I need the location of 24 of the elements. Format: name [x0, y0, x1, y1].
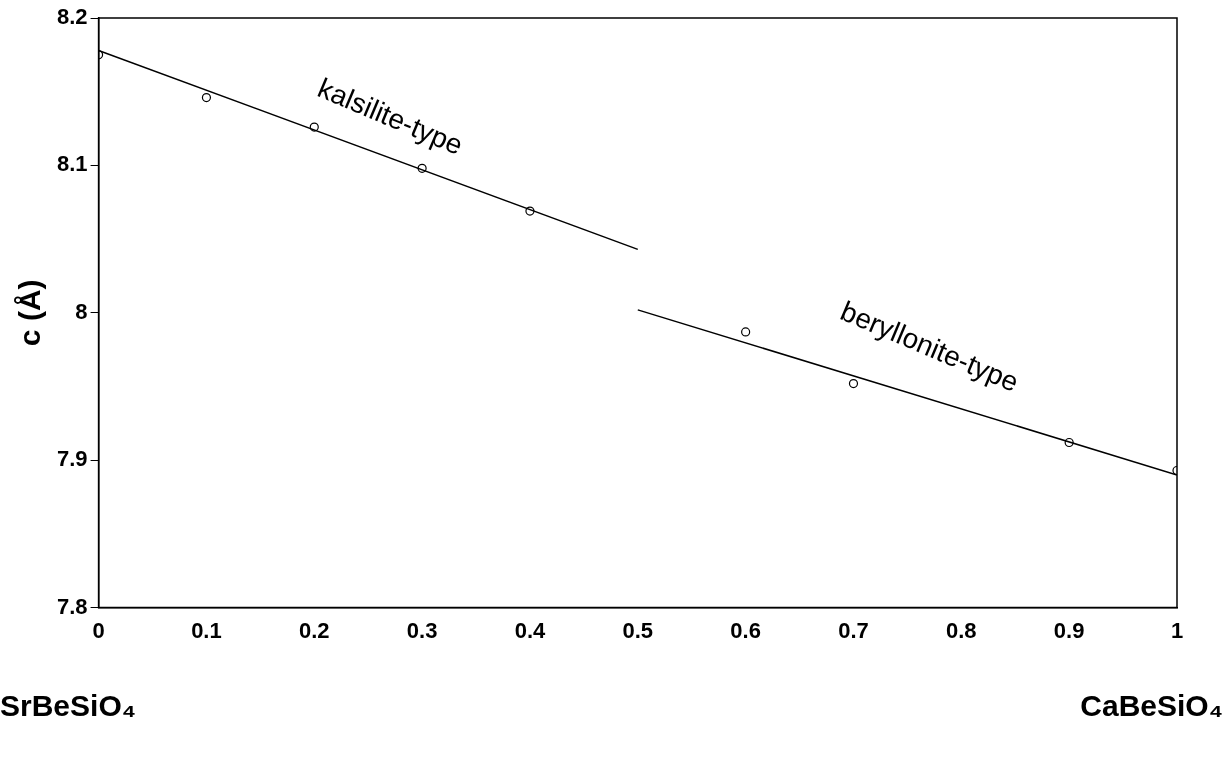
x-tick-label: 0.7 [838, 617, 869, 643]
text: SrBeSiO₄ [0, 688, 137, 722]
point [1064, 437, 1074, 448]
point [525, 206, 535, 216]
text: CaBeSiO₄ [1080, 688, 1223, 722]
x-tick-label: 0.3 [406, 617, 438, 643]
point [741, 327, 751, 337]
y-tick-label: 8.2 [56, 4, 88, 30]
x-tick-label: 0.4 [514, 617, 546, 643]
x-tick-label: 0.8 [946, 617, 977, 643]
y-tick-label: 7.8 [56, 593, 88, 619]
y-tick-label: 7.9 [56, 446, 88, 472]
y-tick-label: 8.1 [56, 151, 88, 177]
point [201, 93, 212, 103]
x-tick-label: 0.1 [191, 617, 222, 643]
y-axis-title: c (Å) [13, 279, 47, 347]
x-tick-label: 0.9 [1053, 617, 1085, 643]
x-tick-label: 0 [92, 617, 105, 643]
x-tick-label: 1 [1170, 617, 1184, 643]
x-tick-label: 0.5 [622, 617, 654, 643]
x-tick-label: 0.2 [298, 617, 330, 643]
point [417, 163, 427, 173]
y-tick-label: 8 [75, 298, 88, 324]
x-tick-label: 0.6 [730, 617, 761, 643]
